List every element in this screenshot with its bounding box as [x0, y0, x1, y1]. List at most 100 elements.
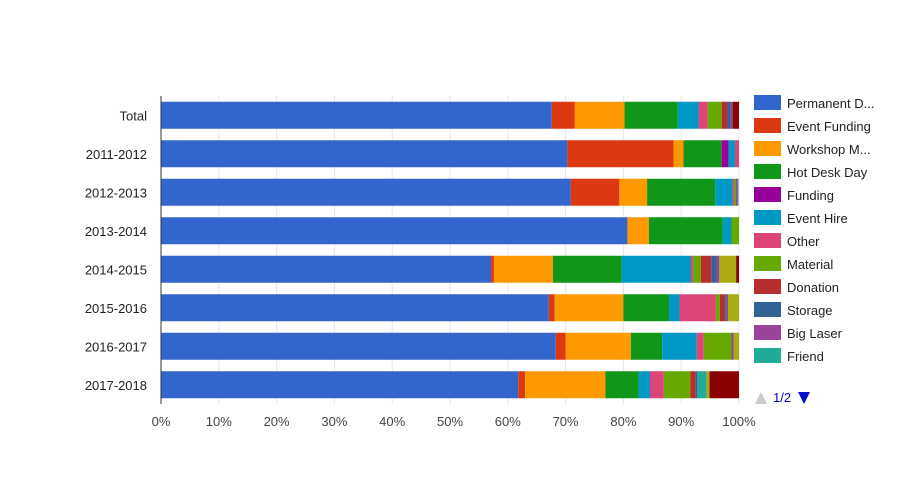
bar-segment[interactable] [663, 371, 691, 399]
legend-entry-label[interactable]: Donation [787, 280, 839, 295]
bar-segment[interactable] [621, 255, 692, 283]
bar-segment[interactable] [719, 294, 726, 322]
legend-entry-label[interactable]: Other [787, 234, 820, 249]
bar-segment[interactable] [554, 294, 624, 322]
bar-segment[interactable] [697, 371, 707, 399]
bar-segment[interactable] [161, 294, 549, 322]
bar-segment[interactable] [690, 371, 696, 399]
bar-segment[interactable] [715, 294, 720, 322]
bar-segment[interactable] [623, 294, 670, 322]
bar-segment[interactable] [493, 255, 553, 283]
legend-entry-label[interactable]: Storage [787, 303, 833, 318]
bar-segment[interactable] [696, 332, 704, 360]
bar-segment[interactable] [677, 101, 699, 129]
bar-segment[interactable] [732, 178, 735, 206]
bar-segment[interactable] [707, 101, 722, 129]
bar-segment[interactable] [649, 371, 664, 399]
bar-segment[interactable] [732, 101, 739, 129]
bar-segment[interactable] [161, 217, 628, 245]
bar-segment[interactable] [161, 178, 571, 206]
bar-segment[interactable] [734, 140, 739, 168]
bar-segment[interactable] [683, 140, 722, 168]
bar-segment[interactable] [731, 332, 734, 360]
bar-segment[interactable] [662, 332, 697, 360]
bar-segment[interactable] [638, 371, 650, 399]
bar-segment[interactable] [552, 255, 622, 283]
bar-segment[interactable] [736, 255, 739, 283]
bar-segment[interactable] [706, 371, 710, 399]
bar-segment[interactable] [605, 371, 639, 399]
bar-segment[interactable] [726, 294, 729, 322]
legend-swatch [754, 348, 781, 363]
x-tick-label: 70% [553, 414, 579, 429]
bar-segment[interactable] [161, 255, 492, 283]
bar-segment[interactable] [619, 178, 648, 206]
bar-segment[interactable] [715, 178, 733, 206]
bar-segment[interactable] [574, 101, 625, 129]
bar-segment[interactable] [731, 217, 739, 245]
bar-segment[interactable] [630, 332, 663, 360]
bar-segment[interactable] [679, 294, 716, 322]
bar-segment[interactable] [698, 101, 708, 129]
bar-segment[interactable] [161, 332, 556, 360]
legend-entry-label[interactable]: Hot Desk Day [787, 165, 868, 180]
bar-segment[interactable] [161, 140, 568, 168]
bar-segment[interactable] [719, 255, 737, 283]
legend-pager: 1/2 [755, 390, 810, 405]
x-tick-label: 0% [152, 414, 171, 429]
bar-segment[interactable] [734, 178, 737, 206]
bar-segment[interactable] [727, 101, 731, 129]
bar-segment[interactable] [161, 101, 552, 129]
legend-entry-label[interactable]: Event Hire [787, 211, 848, 226]
bar-segment[interactable] [624, 101, 678, 129]
bar-segment[interactable] [161, 371, 519, 399]
bar-segment[interactable] [711, 255, 717, 283]
bar-segment[interactable] [669, 294, 680, 322]
bar-segment[interactable] [627, 217, 649, 245]
bar-segment[interactable] [693, 255, 701, 283]
bar-segment[interactable] [728, 294, 739, 322]
bar-segment[interactable] [716, 255, 720, 283]
bar-segment[interactable] [722, 217, 732, 245]
legend-entry-label[interactable]: Material [787, 257, 833, 272]
axes: 0% 10% 20% 30% 40% 50% 60% 70% 80% 90% 100% Total 20… [85, 96, 756, 429]
legend-entry-label[interactable]: Event Funding [787, 119, 871, 134]
bar-segment[interactable] [548, 294, 555, 322]
bar-segment[interactable] [648, 217, 723, 245]
category-label: 2013-2014 [85, 224, 147, 239]
bar-segment[interactable] [518, 371, 526, 399]
legend-entry-label[interactable]: Workshop M... [787, 142, 871, 157]
x-tick-label: 90% [668, 414, 694, 429]
bar-segment[interactable] [728, 140, 735, 168]
bar-segment[interactable] [565, 332, 631, 360]
legend-entry-label[interactable]: Friend [787, 349, 824, 364]
bar-segment[interactable] [647, 178, 716, 206]
legend-swatch [754, 164, 781, 179]
legend-entry-label[interactable]: Big Laser [787, 326, 843, 341]
bar-segment[interactable] [700, 255, 712, 283]
bar-segment[interactable] [691, 255, 694, 283]
bar-segment[interactable] [721, 101, 728, 129]
bar-segment[interactable] [695, 371, 698, 399]
legend-next-page-icon[interactable] [798, 392, 810, 404]
bar-segment[interactable] [555, 332, 566, 360]
legend-swatch [754, 95, 781, 110]
bar-segment[interactable] [737, 178, 739, 206]
legend-entry-label[interactable]: Permanent D... [787, 96, 874, 111]
bar-segment[interactable] [673, 140, 684, 168]
bar-segment[interactable] [525, 371, 606, 399]
bar-segment[interactable] [551, 101, 575, 129]
bar-segment[interactable] [491, 255, 494, 283]
legend-entry-label[interactable]: Funding [787, 188, 834, 203]
bar-segment[interactable] [703, 332, 732, 360]
bar-segment[interactable] [730, 101, 733, 129]
bar-segment[interactable] [733, 332, 739, 360]
bar-segment[interactable] [721, 140, 729, 168]
bar-segment[interactable] [570, 178, 620, 206]
legend-prev-page-icon[interactable] [755, 392, 767, 404]
bar-segment[interactable] [736, 178, 738, 206]
bar-segment[interactable] [709, 371, 739, 399]
bar-segment[interactable] [567, 140, 674, 168]
bar-segment[interactable] [725, 294, 727, 322]
x-tick-label: 20% [264, 414, 290, 429]
